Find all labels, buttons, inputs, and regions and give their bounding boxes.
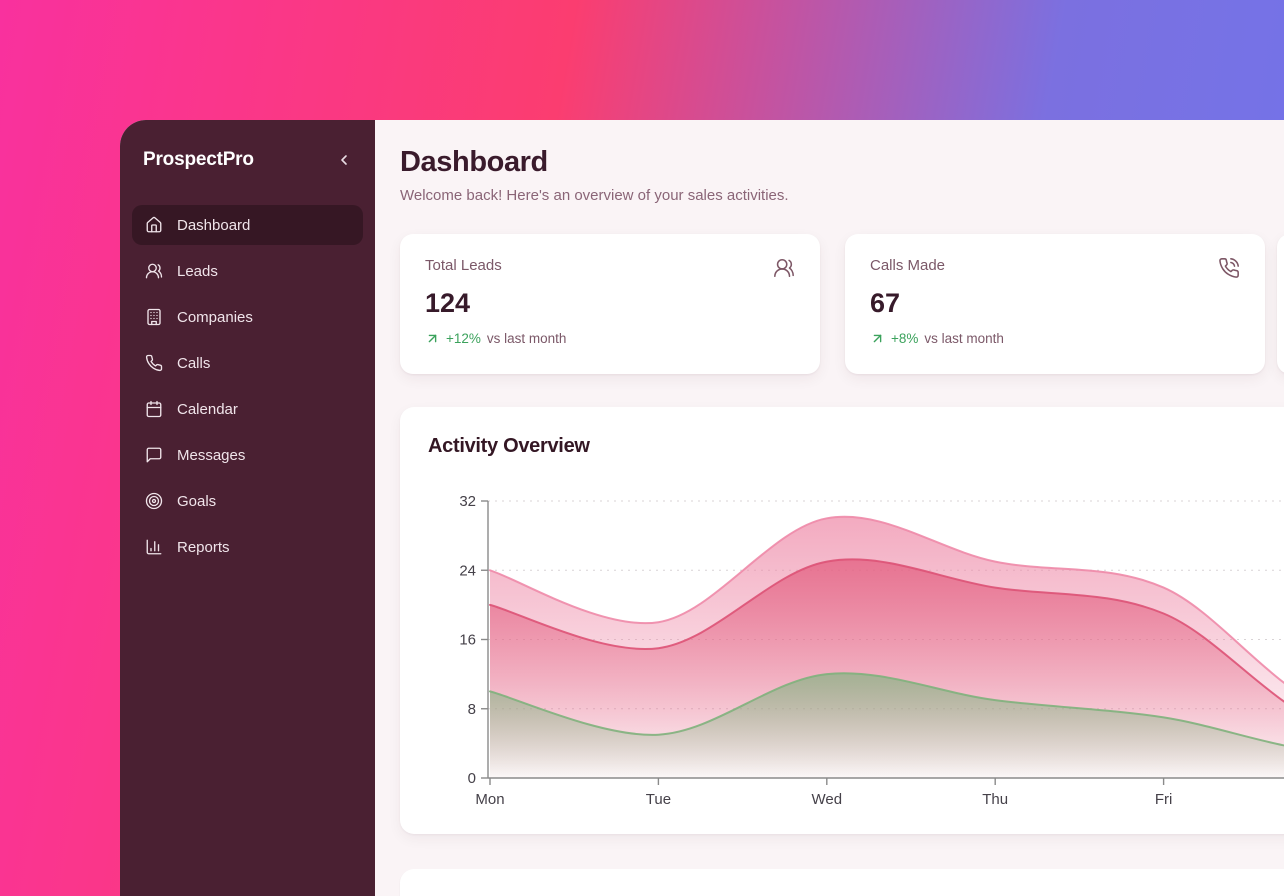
stat-card-total-leads: Total Leads 124 +12% vs last month (400, 234, 820, 374)
sidebar-item-label: Companies (177, 308, 253, 326)
stat-change-percent: +8% (891, 331, 919, 346)
outer-pink-band-line (489, 515, 1284, 684)
green-band-area (490, 673, 1284, 778)
stat-value: 124 (425, 288, 471, 318)
stat-change: +8% vs last month (870, 331, 1240, 346)
x-tick-label: Wed (812, 791, 843, 808)
phone-icon (145, 354, 163, 372)
message-square-icon (146, 447, 162, 463)
sidebar-item-calendar[interactable]: Calendar (132, 389, 363, 429)
page-subtitle: Welcome back! Here's an overview of your… (400, 187, 789, 204)
sidebar-item-label: Messages (177, 446, 246, 464)
sidebar-item-messages[interactable]: Messages (132, 435, 363, 475)
stat-card-header: Calls Made (870, 257, 1240, 279)
sidebar-nav: Dashboard Leads Companies Calls Calendar Mess… (132, 205, 363, 567)
sidebar-item-label: Leads (177, 262, 218, 280)
stat-label: Total Leads (425, 257, 502, 274)
activity-overview-card: Activity Overview 0 8 16 24 32 Mon Tue Wed Thu Fr… (400, 407, 1284, 834)
chevron-left-icon (341, 155, 347, 165)
sidebar-item-leads[interactable]: Leads (132, 251, 363, 291)
stat-value: 67 (870, 288, 901, 318)
sidebar-item-goals[interactable]: Goals (132, 481, 363, 521)
sidebar: ProspectPro Dashboard Leads Companies Calls… (120, 120, 375, 896)
trend-up-wrap (425, 331, 440, 346)
users-round-icon (145, 263, 163, 279)
stat-change-note: vs last month (924, 331, 1004, 346)
y-tick-label: 16 (459, 632, 476, 649)
sidebar-item-label: Reports (177, 538, 230, 556)
sidebar-collapse-button[interactable] (334, 150, 354, 170)
rose-band-line (489, 558, 1284, 703)
x-tick-label: Thu (982, 791, 1008, 808)
y-tick-label: 0 (468, 770, 476, 787)
sidebar-item-dashboard[interactable]: Dashboard (132, 205, 363, 245)
target-icon (145, 492, 163, 510)
sidebar-header: ProspectPro (132, 120, 363, 205)
sidebar-item-label: Calls (177, 354, 211, 372)
x-tick-label: Fri (1155, 791, 1173, 808)
stat-change-note: vs last month (486, 331, 567, 346)
arrow-up-right-icon (873, 334, 882, 343)
sidebar-item-reports[interactable]: Reports (132, 527, 363, 567)
y-tick-label: 8 (468, 701, 476, 718)
x-tick-label: Tue (646, 791, 671, 808)
partial-bottom-card (400, 869, 1284, 896)
stat-card-partial (1277, 234, 1284, 374)
stat-change: +12% vs last month (425, 331, 795, 346)
sidebar-item-label: Goals (177, 492, 217, 510)
stat-cards-row: Total Leads 124 +12% vs last month Calls Mad… (400, 234, 1284, 374)
y-tick-label: 32 (459, 493, 476, 510)
building-icon (147, 308, 161, 326)
sidebar-item-companies[interactable]: Companies (132, 297, 363, 337)
stat-card-calls-made: Calls Made 67 +8% vs last month (845, 234, 1265, 374)
home-icon (146, 216, 162, 233)
arrow-up-right-icon (428, 334, 437, 343)
users-round-icon (774, 258, 794, 278)
green-band-line (489, 672, 1284, 747)
calendar-icon (146, 400, 162, 418)
activity-area-chart: 08162432MonTueWedThuFriSatSun (459, 493, 1284, 808)
sidebar-item-calls[interactable]: Calls (132, 343, 363, 383)
chart-title: Activity Overview (428, 435, 590, 457)
app-window: ProspectPro Dashboard Leads Companies Calls… (120, 120, 1284, 896)
sidebar-item-label: Dashboard (177, 216, 251, 234)
stat-label: Calls Made (870, 257, 946, 274)
stat-card-header: Total Leads (425, 257, 795, 279)
stat-change-percent: +12% (446, 331, 481, 346)
trend-up-wrap (870, 331, 885, 346)
y-tick-label: 24 (459, 562, 476, 579)
sidebar-item-label: Calendar (177, 400, 238, 418)
page-title: Dashboard (400, 146, 548, 178)
phone-call-icon (1219, 258, 1239, 278)
main-content: Dashboard Welcome back! Here's an overvi… (375, 120, 1284, 896)
brand-logo: ProspectPro (143, 149, 254, 170)
chart-column-icon (146, 539, 162, 555)
x-tick-label: Mon (475, 791, 504, 808)
